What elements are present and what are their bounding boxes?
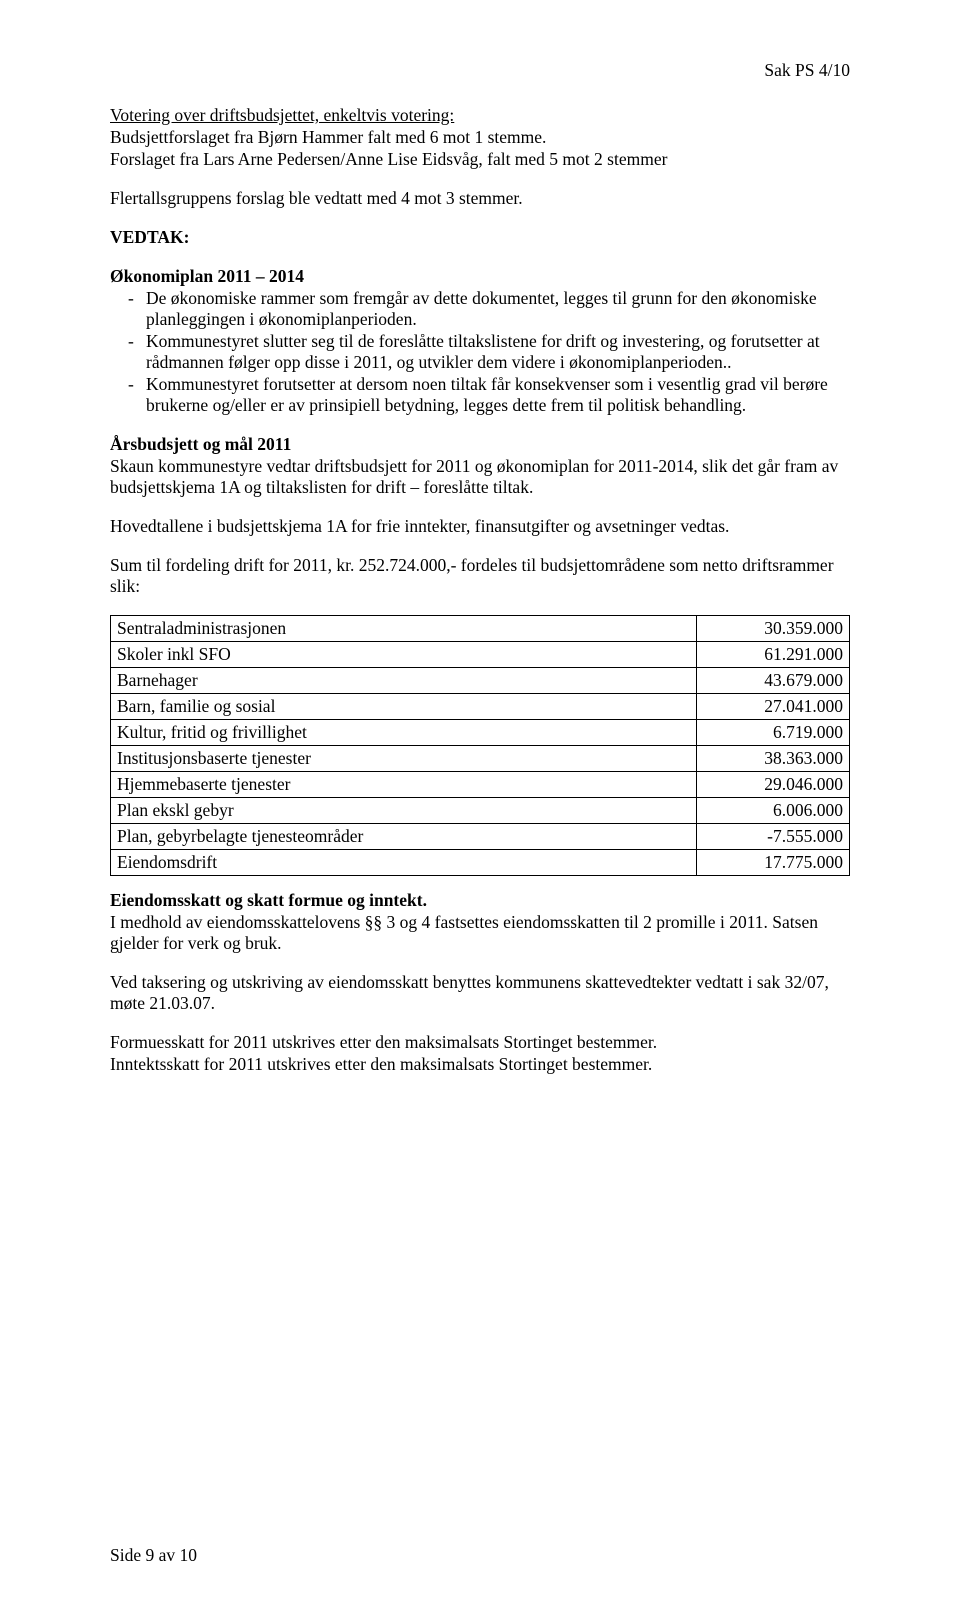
table-cell-value: 43.679.000 xyxy=(697,668,850,694)
table-row: Kultur, fritid og frivillighet6.719.000 xyxy=(111,720,850,746)
arsbudsjett-p1-block: Skaun kommunestyre vedtar driftsbudsjett… xyxy=(110,456,850,498)
table-row: Skoler inkl SFO61.291.000 xyxy=(111,642,850,668)
table-cell-value: 17.775.000 xyxy=(697,850,850,876)
table-row: Plan ekskl gebyr6.006.000 xyxy=(111,798,850,824)
okonomi-bullet-3: Kommunestyret forutsetter at dersom noen… xyxy=(110,374,850,416)
vedtak-label-block: VEDTAK: xyxy=(110,227,850,248)
table-cell-value: 27.041.000 xyxy=(697,694,850,720)
skatt-p34-block: Formuesskatt for 2011 utskrives etter de… xyxy=(110,1032,850,1075)
table-row: Plan, gebyrbelagte tjenesteområder-7.555… xyxy=(111,824,850,850)
case-ref: Sak PS 4/10 xyxy=(110,60,850,81)
arsbudsjett-p2-block: Hovedtallene i budsjettskjema 1A for fri… xyxy=(110,516,850,537)
table-cell-label: Sentraladministrasjonen xyxy=(111,616,697,642)
okonomi-bullet-2: Kommunestyret slutter seg til de foreslå… xyxy=(110,331,850,373)
table-row: Eiendomsdrift17.775.000 xyxy=(111,850,850,876)
table-cell-value: 30.359.000 xyxy=(697,616,850,642)
table-cell-value: 6.006.000 xyxy=(697,798,850,824)
table-cell-label: Kultur, fritid og frivillighet xyxy=(111,720,697,746)
arsbudsjett-title: Årsbudsjett og mål 2011 xyxy=(110,434,850,455)
skatt-p1: I medhold av eiendomsskattelovens §§ 3 o… xyxy=(110,912,850,954)
skatt-p3: Formuesskatt for 2011 utskrives etter de… xyxy=(110,1032,850,1053)
arsbudsjett-p3-block: Sum til fordeling drift for 2011, kr. 25… xyxy=(110,555,850,597)
table-row: Institusjonsbaserte tjenester38.363.000 xyxy=(111,746,850,772)
table-cell-label: Plan ekskl gebyr xyxy=(111,798,697,824)
flertall-text: Flertallsgruppens forslag ble vedtatt me… xyxy=(110,188,850,209)
okonomi-bullets: De økonomiske rammer som fremgår av dett… xyxy=(110,288,850,416)
arsbudsjett-p1: Skaun kommunestyre vedtar driftsbudsjett… xyxy=(110,456,850,498)
skatt-p2-block: Ved taksering og utskriving av eiendomss… xyxy=(110,972,850,1014)
table-cell-label: Hjemmebaserte tjenester xyxy=(111,772,697,798)
table-row: Hjemmebaserte tjenester29.046.000 xyxy=(111,772,850,798)
table-cell-value: 6.719.000 xyxy=(697,720,850,746)
vedtak-label: VEDTAK: xyxy=(110,227,850,248)
table-cell-label: Plan, gebyrbelagte tjenesteområder xyxy=(111,824,697,850)
okonomi-title: Økonomiplan 2011 – 2014 xyxy=(110,266,850,287)
table-cell-value: -7.555.000 xyxy=(697,824,850,850)
voting-line3: Forslaget fra Lars Arne Pedersen/Anne Li… xyxy=(110,149,850,170)
table-row: Sentraladministrasjonen30.359.000 xyxy=(111,616,850,642)
arsbudsjett-p2: Hovedtallene i budsjettskjema 1A for fri… xyxy=(110,516,850,537)
arsbudsjett-p3: Sum til fordeling drift for 2011, kr. 25… xyxy=(110,555,850,597)
table-cell-value: 61.291.000 xyxy=(697,642,850,668)
table-cell-label: Barn, familie og sosial xyxy=(111,694,697,720)
table-cell-value: 38.363.000 xyxy=(697,746,850,772)
table-cell-value: 29.046.000 xyxy=(697,772,850,798)
table-cell-label: Institusjonsbaserte tjenester xyxy=(111,746,697,772)
flertall-block: Flertallsgruppens forslag ble vedtatt me… xyxy=(110,188,850,209)
table-cell-label: Skoler inkl SFO xyxy=(111,642,697,668)
table-row: Barn, familie og sosial27.041.000 xyxy=(111,694,850,720)
table-row: Barnehager43.679.000 xyxy=(111,668,850,694)
skatt-p2: Ved taksering og utskriving av eiendomss… xyxy=(110,972,850,1014)
table-cell-label: Barnehager xyxy=(111,668,697,694)
okonomi-bullet-1: De økonomiske rammer som fremgår av dett… xyxy=(110,288,850,330)
skatt-p4: Inntektsskatt for 2011 utskrives etter d… xyxy=(110,1054,850,1075)
skatt-p1-block: I medhold av eiendomsskattelovens §§ 3 o… xyxy=(110,912,850,954)
voting-line2: Budsjettforslaget fra Bjørn Hammer falt … xyxy=(110,127,850,148)
document-page: Sak PS 4/10 Votering over driftsbudsjett… xyxy=(0,0,960,1616)
voting-block: Votering over driftsbudsjettet, enkeltvi… xyxy=(110,105,850,170)
skatt-title: Eiendomsskatt og skatt formue og inntekt… xyxy=(110,890,850,911)
voting-line1: Votering over driftsbudsjettet, enkeltvi… xyxy=(110,105,850,126)
budget-table: Sentraladministrasjonen30.359.000Skoler … xyxy=(110,615,850,876)
table-cell-label: Eiendomsdrift xyxy=(111,850,697,876)
page-footer: Side 9 av 10 xyxy=(110,1545,197,1566)
budget-table-body: Sentraladministrasjonen30.359.000Skoler … xyxy=(111,616,850,876)
